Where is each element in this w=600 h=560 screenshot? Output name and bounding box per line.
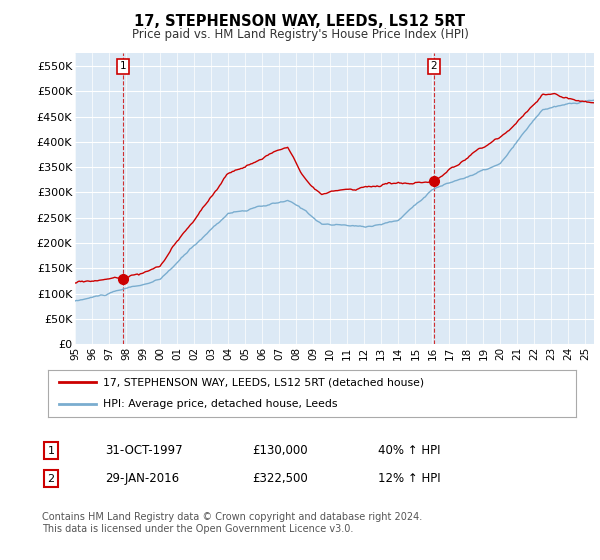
Text: 2: 2 (47, 474, 55, 484)
Text: 17, STEPHENSON WAY, LEEDS, LS12 5RT: 17, STEPHENSON WAY, LEEDS, LS12 5RT (134, 14, 466, 29)
Text: 2: 2 (430, 61, 437, 71)
Text: 40% ↑ HPI: 40% ↑ HPI (378, 444, 440, 458)
Text: Price paid vs. HM Land Registry's House Price Index (HPI): Price paid vs. HM Land Registry's House … (131, 28, 469, 41)
Text: 17, STEPHENSON WAY, LEEDS, LS12 5RT (detached house): 17, STEPHENSON WAY, LEEDS, LS12 5RT (det… (103, 377, 425, 388)
Text: 29-JAN-2016: 29-JAN-2016 (105, 472, 179, 486)
Text: 31-OCT-1997: 31-OCT-1997 (105, 444, 182, 458)
Text: 1: 1 (120, 61, 127, 71)
Text: £322,500: £322,500 (252, 472, 308, 486)
Text: Contains HM Land Registry data © Crown copyright and database right 2024.
This d: Contains HM Land Registry data © Crown c… (42, 512, 422, 534)
Text: 12% ↑ HPI: 12% ↑ HPI (378, 472, 440, 486)
Text: 1: 1 (47, 446, 55, 456)
Text: HPI: Average price, detached house, Leeds: HPI: Average price, detached house, Leed… (103, 399, 338, 409)
Text: £130,000: £130,000 (252, 444, 308, 458)
